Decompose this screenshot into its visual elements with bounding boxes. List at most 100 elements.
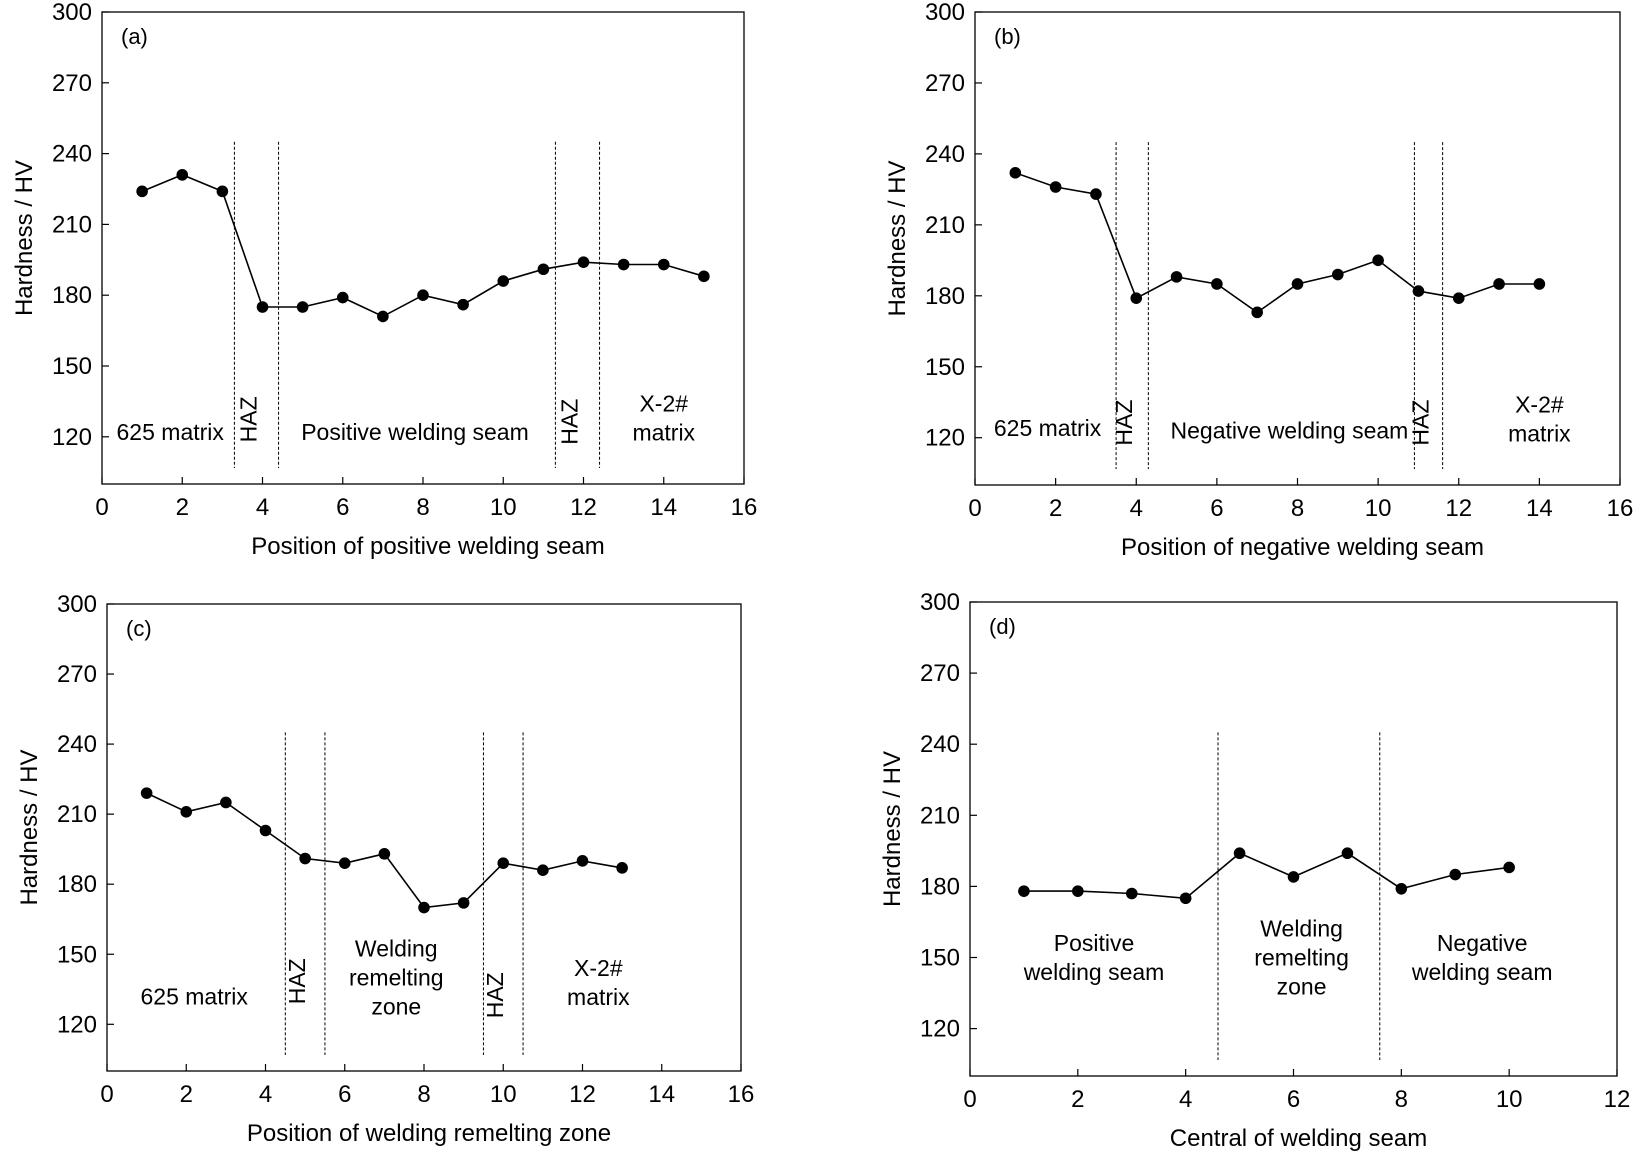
x-tick-label: 8	[1291, 495, 1304, 522]
x-tick-label: 10	[490, 494, 517, 521]
data-point	[457, 897, 470, 909]
y-tick-label: 300	[57, 591, 97, 618]
y-tick-label: 120	[920, 1016, 960, 1043]
x-tick-label: 4	[1179, 1086, 1192, 1113]
zone-label: remelting	[1254, 945, 1349, 971]
x-tick-label: 16	[731, 494, 758, 521]
data-point	[1049, 181, 1062, 193]
x-axis-label: Central of welding seam	[1170, 1125, 1427, 1152]
zone-label: Negative	[1437, 930, 1528, 956]
chart-panel-2: 0 2 4 6 8 10 12 14 16 120 150 180 210 240 270 300 Positi…	[884, 0, 1633, 561]
zone-label: Welding	[1260, 916, 1343, 942]
zone-label: HAZ	[1111, 400, 1137, 446]
y-tick-label: 300	[52, 0, 92, 26]
y-tick-label: 240	[925, 141, 965, 168]
x-tick-label: 12	[570, 494, 597, 521]
data-point	[256, 301, 269, 313]
data-point	[1533, 278, 1546, 290]
data-point	[457, 298, 469, 311]
x-tick-label: 0	[95, 494, 108, 521]
x-tick-label: 0	[100, 1081, 113, 1108]
y-tick-label: 210	[920, 802, 960, 829]
zone-label: zone	[1277, 974, 1327, 1000]
y-tick-label: 150	[57, 941, 97, 968]
y-tick-label: 240	[52, 141, 92, 168]
y-tick-label: 120	[57, 1011, 97, 1038]
y-tick-label: 270	[57, 661, 97, 688]
zone-label: welding seam	[1411, 959, 1553, 985]
zone-label: Welding	[355, 936, 438, 962]
y-tick-label: 210	[57, 801, 97, 828]
y-tick-label: 180	[57, 871, 97, 898]
y-tick-label: 270	[52, 70, 92, 97]
data-point	[418, 901, 430, 914]
x-tick-label: 16	[728, 1081, 755, 1108]
x-tick-label: 2	[176, 494, 189, 521]
x-axis-label: Position of negative welding seam	[1121, 534, 1484, 561]
y-tick-label: 150	[920, 945, 960, 972]
x-tick-label: 6	[1210, 495, 1223, 522]
x-tick-label: 4	[259, 1081, 272, 1108]
panel-label: (d)	[989, 614, 1016, 639]
data-point	[1291, 278, 1304, 290]
data-point	[336, 291, 349, 304]
data-point	[296, 301, 309, 313]
x-tick-label: 10	[490, 1081, 517, 1108]
x-tick-label: 6	[336, 494, 349, 521]
data-point	[617, 258, 630, 271]
x-tick-label: 8	[417, 1081, 430, 1108]
data-point	[1503, 861, 1515, 874]
x-tick-label: 2	[180, 1081, 193, 1108]
y-tick-label: 210	[52, 211, 92, 238]
zone-label: HAZ	[1408, 400, 1434, 446]
zone-label: matrix	[567, 984, 630, 1010]
panel-label: (a)	[121, 24, 148, 49]
data-point	[1449, 868, 1462, 881]
data-point	[1372, 254, 1384, 267]
data-point	[1452, 292, 1465, 304]
zone-label: HAZ	[235, 396, 261, 442]
x-axis-label: Position of welding remelting zone	[247, 1120, 611, 1147]
x-tick-label: 14	[650, 494, 677, 521]
zone-label: welding seam	[1023, 959, 1165, 985]
data-point	[1130, 292, 1143, 304]
y-tick-label: 180	[920, 873, 960, 900]
data-point	[497, 857, 510, 869]
x-tick-label: 0	[963, 1086, 976, 1113]
x-tick-label: 8	[416, 494, 429, 521]
x-tick-label: 2	[1071, 1086, 1084, 1113]
x-tick-label: 4	[256, 494, 269, 521]
series-line	[1023, 852, 1510, 900]
zone-label: Positive welding seam	[301, 419, 529, 445]
zone-label: matrix	[632, 419, 695, 445]
data-point	[136, 185, 148, 198]
data-point	[216, 185, 229, 198]
zone-label: HAZ	[284, 958, 310, 1004]
data-point	[259, 824, 272, 837]
plot-frame	[969, 601, 1618, 1077]
data-point	[140, 787, 153, 799]
zone-label: 625 matrix	[140, 983, 248, 1009]
x-tick-label: 14	[648, 1081, 675, 1108]
zone-label: 625 matrix	[994, 415, 1102, 441]
chart-panel-1: 0 2 4 6 8 10 12 14 16 120 150 180 210 240 270 300 Positi…	[11, 0, 757, 560]
y-axis-label: Hardness / HV	[884, 160, 911, 316]
x-tick-label: 12	[1445, 495, 1472, 522]
zone-label: HAZ	[482, 972, 508, 1018]
data-point	[1233, 847, 1246, 860]
y-tick-label: 180	[925, 283, 965, 310]
y-tick-label: 120	[52, 424, 92, 451]
series-line	[1015, 172, 1540, 314]
data-point	[537, 864, 549, 876]
panel-label: (b)	[994, 24, 1021, 49]
x-tick-label: 6	[338, 1081, 351, 1108]
data-point	[180, 806, 193, 818]
y-axis-label: Hardness / HV	[879, 751, 906, 907]
x-tick-label: 4	[1130, 495, 1143, 522]
data-point	[576, 855, 589, 867]
data-point	[299, 852, 311, 865]
data-point	[220, 796, 232, 809]
chart-panel-4: 0 2 4 6 8 10 12 120 150 180 210 240 270 300 Central of…	[879, 589, 1630, 1152]
zone-label: X-2#	[639, 390, 688, 416]
data-point	[1211, 278, 1223, 290]
